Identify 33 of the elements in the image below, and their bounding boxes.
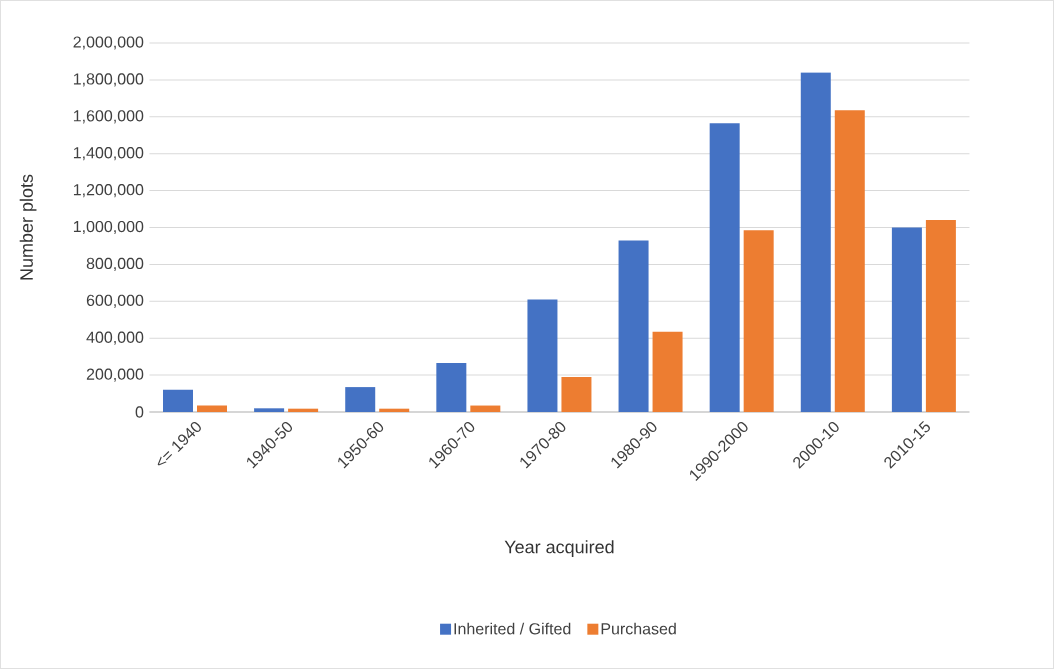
bar (925, 220, 956, 412)
y-tick-label: 800,000 (86, 257, 144, 271)
y-tick-label: 1,000,000 (73, 220, 144, 235)
y-tick-label: 1,800,000 (73, 73, 144, 87)
bar (345, 387, 376, 412)
bar (288, 408, 319, 412)
y-tick-label: 200,000 (86, 368, 144, 382)
y-tick-label: 400,000 (86, 331, 144, 345)
bar (891, 227, 922, 412)
bar (618, 240, 649, 412)
y-tick-label: 600,000 (86, 294, 144, 308)
bar (561, 376, 592, 412)
bar (709, 123, 740, 412)
x-axis-title: Year acquired (504, 540, 614, 557)
bar (527, 299, 558, 412)
y-tick-label: 1,200,000 (73, 183, 144, 198)
y-tick-label: 0 (135, 406, 144, 418)
bar (254, 408, 285, 412)
y-axis-title: Number plots (19, 174, 37, 280)
bar (163, 389, 193, 412)
bar (800, 72, 831, 412)
legend-label: Inherited / Gifted (454, 622, 571, 635)
bar (652, 331, 683, 412)
bar (436, 363, 467, 412)
bar (379, 408, 410, 412)
bar (197, 405, 227, 412)
bar (834, 110, 865, 412)
legend-label: Purchased (601, 622, 676, 635)
bar (743, 230, 774, 412)
y-tick-label: 1,600,000 (73, 110, 144, 124)
y-tick-label: 2,000,000 (73, 36, 144, 50)
y-tick-label: 1,400,000 (73, 147, 144, 161)
bar (470, 405, 501, 412)
